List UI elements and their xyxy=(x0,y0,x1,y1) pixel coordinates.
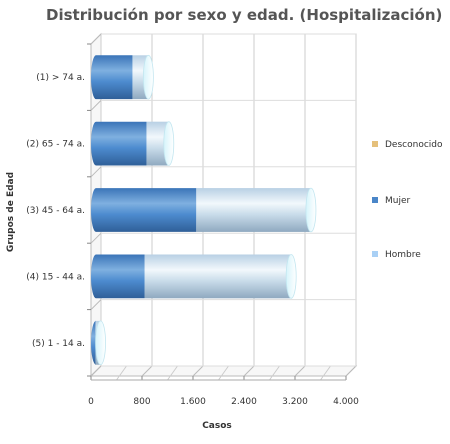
bars xyxy=(91,54,317,366)
bar-mujer xyxy=(91,254,145,299)
plot-floor xyxy=(89,365,358,377)
bar-mujer xyxy=(91,188,197,232)
legend-label: Mujer xyxy=(385,196,411,206)
x-tick-label: 0 xyxy=(88,397,94,407)
category-separator xyxy=(90,33,102,45)
x-tick-label: 800 xyxy=(133,397,150,407)
bar-mujer xyxy=(91,121,147,166)
bar-hombre xyxy=(196,188,311,232)
gridline-floor-minor xyxy=(269,365,280,381)
bar-mujer xyxy=(91,55,133,100)
bar-hombre xyxy=(144,254,292,299)
legend-label: Hombre xyxy=(385,250,421,260)
legend: Desconocido Mujer Hombre xyxy=(372,140,443,260)
x-tick-label: 2.400 xyxy=(231,397,257,407)
bar-mujer xyxy=(91,320,96,365)
x-tick-label: 3.200 xyxy=(282,397,308,407)
x-tick-label: 4.000 xyxy=(333,397,359,407)
bar-group xyxy=(91,254,297,299)
bar-end-cap xyxy=(163,121,175,166)
gridline-floor-minor xyxy=(320,365,331,381)
y-tick-label: (4) 15 - 44 a. xyxy=(26,272,85,282)
y-axis-title: Grupos de Edad xyxy=(6,172,16,252)
gridline-floor xyxy=(192,365,204,377)
legend-item: Hombre xyxy=(372,250,421,260)
category-separator xyxy=(90,232,102,244)
x-axis-title: Casos xyxy=(202,421,232,431)
y-tick-labels: (1) > 74 a. (2) 65 - 74 a. (3) 45 - 64 a. (… xyxy=(26,73,85,349)
legend-swatch xyxy=(372,197,378,203)
y-tick-label: (2) 65 - 74 a. xyxy=(26,140,85,150)
category-separator xyxy=(90,365,102,377)
bar-group xyxy=(91,121,175,166)
chart-title: Distribución por sexo y edad. (Hospitali… xyxy=(46,6,442,24)
y-tick-label: (3) 45 - 64 a. xyxy=(26,206,85,216)
gridline-floor xyxy=(243,365,255,377)
category-separator xyxy=(90,166,102,178)
legend-swatch xyxy=(372,251,378,257)
x-tick-label: 1.600 xyxy=(180,397,206,407)
y-tick-label: (5) 1 - 14 a. xyxy=(32,339,85,349)
gridline-floor-minor xyxy=(116,365,127,381)
gridline-floor xyxy=(141,365,153,377)
legend-item: Mujer xyxy=(372,196,411,206)
bar-end-cap xyxy=(95,320,106,366)
legend-label: Desconocido xyxy=(385,140,443,150)
legend-swatch xyxy=(372,141,378,147)
bar-hombre xyxy=(146,121,169,166)
category-separator xyxy=(90,299,102,310)
gridline-floor-minor xyxy=(167,365,178,381)
gridline-floor xyxy=(345,365,357,377)
legend-item: Desconocido xyxy=(372,140,443,150)
gridline-floor-minor xyxy=(218,365,229,381)
bar-end-cap xyxy=(285,254,297,299)
bar-group xyxy=(91,320,106,366)
bar-group xyxy=(91,54,154,100)
bar-end-cap xyxy=(142,54,154,100)
x-tick-labels: 0 800 1.600 2.400 3.200 4.000 xyxy=(88,397,359,407)
bar-end-cap xyxy=(305,187,317,233)
bar-group xyxy=(91,187,317,233)
category-separator xyxy=(90,100,102,111)
gridline-floor xyxy=(294,365,306,377)
y-tick-label: (1) > 74 a. xyxy=(36,73,85,83)
